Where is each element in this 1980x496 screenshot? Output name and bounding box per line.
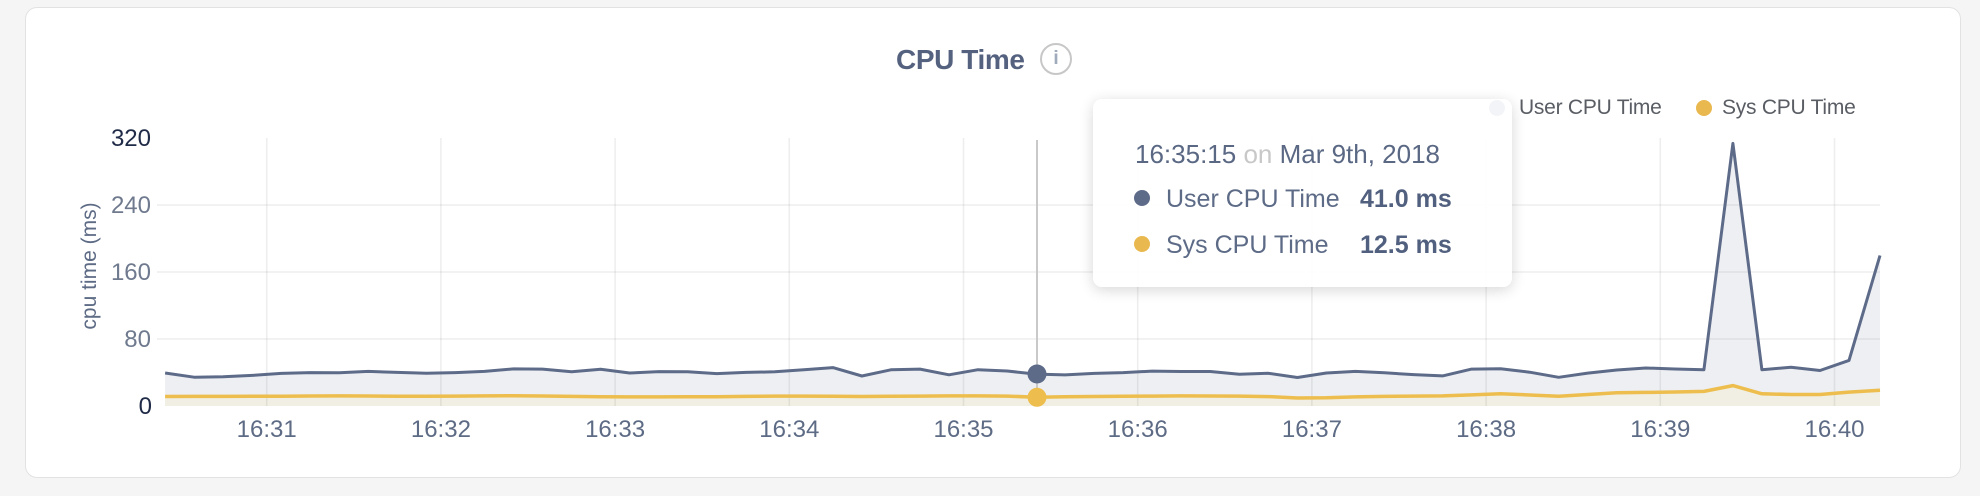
svg-text:0: 0	[139, 393, 152, 420]
svg-text:cpu time (ms): cpu time (ms)	[78, 202, 101, 329]
svg-text:160: 160	[111, 259, 151, 286]
svg-text:320: 320	[111, 125, 151, 152]
svg-text:16:31: 16:31	[237, 416, 297, 443]
svg-text:16:34: 16:34	[759, 416, 819, 443]
svg-text:80: 80	[124, 326, 151, 353]
svg-text:16:40: 16:40	[1804, 416, 1864, 443]
svg-text:16:35: 16:35	[933, 416, 993, 443]
svg-text:240: 240	[111, 192, 151, 219]
svg-text:16:33: 16:33	[585, 416, 645, 443]
svg-text:16:36: 16:36	[1108, 416, 1168, 443]
svg-text:16:39: 16:39	[1630, 416, 1690, 443]
svg-text:16:32: 16:32	[411, 416, 471, 443]
svg-text:16:38: 16:38	[1456, 416, 1516, 443]
svg-text:16:37: 16:37	[1282, 416, 1342, 443]
